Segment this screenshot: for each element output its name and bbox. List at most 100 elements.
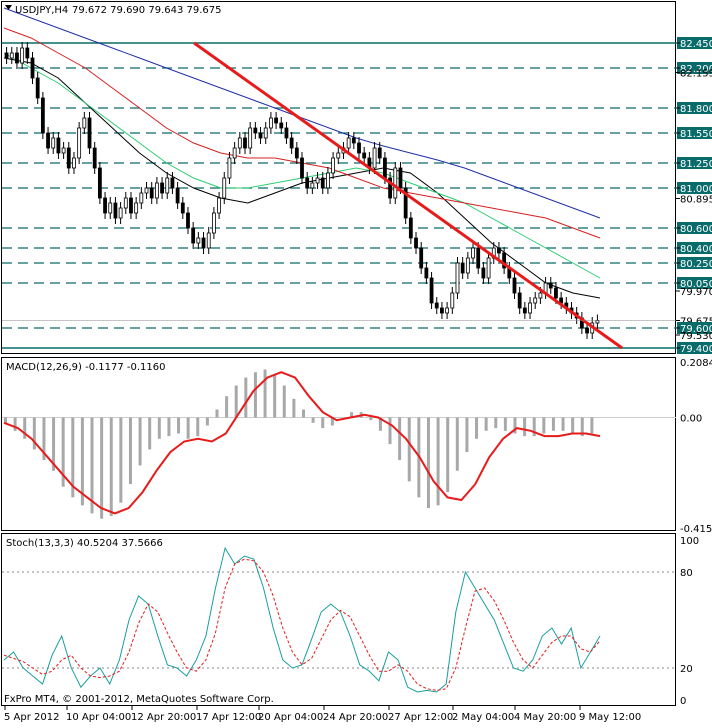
macd-bar <box>157 417 161 439</box>
macd-bar <box>571 417 575 434</box>
price-label: 80.895 <box>680 195 712 206</box>
candle-body <box>294 147 299 159</box>
candle-body <box>502 252 507 269</box>
price-label-box <box>677 277 712 289</box>
candle-body <box>414 237 418 249</box>
price-label-box <box>677 322 712 334</box>
price-label: 80.600 <box>680 224 712 235</box>
candle-body <box>279 122 284 129</box>
candle-body <box>201 237 206 249</box>
macd-bar <box>330 417 334 426</box>
macd-bar <box>32 417 36 450</box>
candle-body <box>170 177 175 189</box>
candle-body <box>585 327 589 334</box>
candle-body <box>180 202 185 214</box>
candle-body <box>217 197 221 214</box>
price-label-box <box>677 127 712 139</box>
chart-menu-arrow-icon[interactable] <box>5 5 12 10</box>
macd-bar <box>484 417 488 431</box>
candle-body <box>20 47 25 64</box>
candle-body <box>30 57 35 79</box>
candle-body <box>196 237 201 244</box>
candle-body <box>336 152 341 159</box>
candle-body <box>445 307 450 314</box>
macd-bar <box>52 417 56 471</box>
price-label: 81.800 <box>680 104 712 115</box>
macd-bar <box>513 417 517 434</box>
candle-body <box>258 132 263 139</box>
price-label: 81.250 <box>680 159 712 170</box>
macd-bar <box>302 409 305 418</box>
macd-bar <box>551 417 555 431</box>
macd-bar <box>80 417 84 506</box>
macd-bar <box>407 417 411 482</box>
candle-body <box>103 197 107 214</box>
candle-body <box>465 257 470 274</box>
time-label: 12 Apr 20:00 <box>131 712 196 723</box>
macd-tick-label: 0.2084 <box>680 358 712 369</box>
candle-body <box>56 137 61 154</box>
moving-average-line <box>3 7 601 219</box>
price-pane <box>1 1 676 354</box>
candle-body <box>206 232 211 249</box>
macd-bar <box>561 417 565 431</box>
candle-body <box>25 47 30 59</box>
macd-bar <box>532 417 536 437</box>
candle-body <box>408 217 413 239</box>
candle-body <box>92 147 97 169</box>
candle-body <box>305 177 310 189</box>
candle-body <box>372 147 377 169</box>
stoch-pane <box>1 533 676 706</box>
time-label: 5 Apr 2012 <box>4 712 59 723</box>
macd-bar <box>109 417 113 517</box>
price-label-box <box>677 157 712 169</box>
stoch-signal-line <box>3 558 601 691</box>
candle-body <box>175 187 180 204</box>
candle-body <box>517 292 522 309</box>
candle-body <box>46 132 50 149</box>
macd-bar <box>388 417 392 445</box>
candle-body <box>263 127 268 139</box>
price-label: 79.530 <box>680 331 712 342</box>
candle-body <box>522 307 527 314</box>
macd-bar <box>263 369 267 418</box>
macd-bar <box>311 417 315 423</box>
horizontal-levels <box>2 42 676 349</box>
candle-body <box>440 307 444 314</box>
candle-body <box>351 137 356 144</box>
trendline[interactable] <box>193 41 623 350</box>
candle-body <box>377 147 382 159</box>
macd-pane <box>1 357 676 531</box>
time-label: 2 May 04:00 <box>452 712 514 723</box>
macd-bar <box>186 417 190 439</box>
candle-body <box>346 137 351 149</box>
copyright-text: FxPro MT4, © 2001-2012, MetaQuotes Softw… <box>4 694 274 705</box>
chart-ohlc: 79.672 79.690 79.643 79.675 <box>72 5 222 16</box>
candle-body <box>51 137 56 149</box>
macd-bar <box>590 417 594 434</box>
stoch-tick-label: 20 <box>680 664 693 675</box>
price-label-box <box>677 342 712 354</box>
candle-body <box>165 177 170 194</box>
candle-body <box>113 202 118 219</box>
candle-body <box>481 267 486 279</box>
candle-body <box>40 97 45 134</box>
trendline-line <box>193 41 623 350</box>
time-label: 20 Apr 04:00 <box>258 712 323 723</box>
macd-bar <box>100 417 104 519</box>
candle-body <box>269 117 273 129</box>
macd-bar <box>253 372 257 418</box>
candle-body <box>253 127 258 134</box>
candle-body <box>274 117 278 124</box>
price-label: 79.600 <box>680 324 712 335</box>
macd-bar <box>436 417 440 506</box>
candle-body <box>123 197 128 209</box>
candle-body <box>15 52 19 64</box>
time-label: 9 May 12:00 <box>579 712 641 723</box>
macd-bar <box>465 417 469 453</box>
macd-indicator: 0.2084 0.00 -0.415 <box>2 358 712 535</box>
macd-bar <box>244 377 248 418</box>
candle-body <box>108 202 113 214</box>
